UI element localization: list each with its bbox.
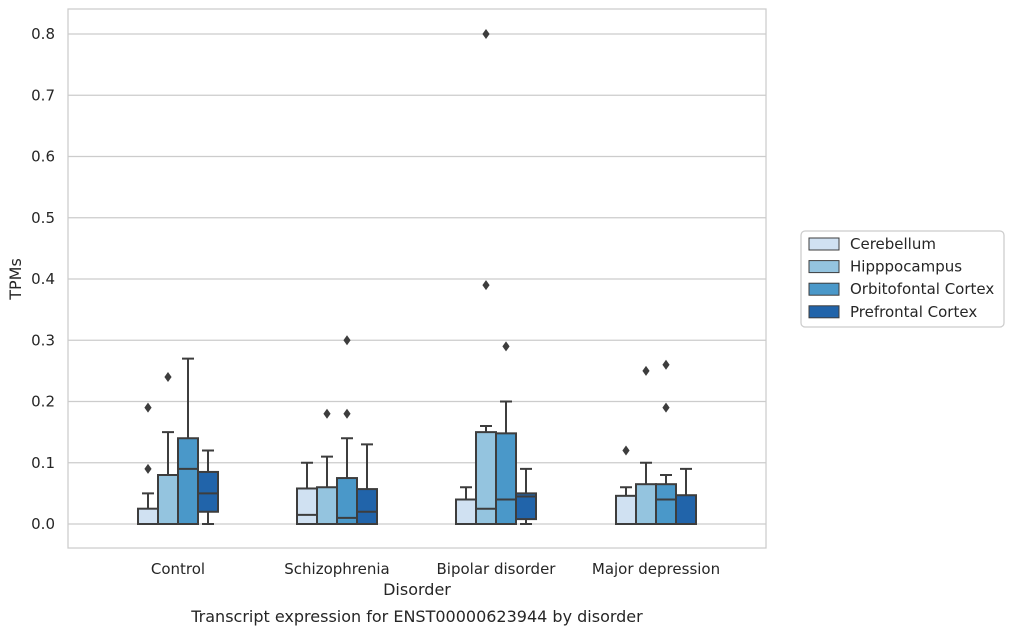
box-0-2 xyxy=(177,357,199,525)
box-body xyxy=(495,432,517,526)
box-1-2 xyxy=(336,335,358,525)
x-tick-labels: Control Schizophrenia Bipolar disorder Majo… xyxy=(151,560,720,578)
box-series xyxy=(137,29,697,526)
legend-swatch xyxy=(808,282,840,296)
outlier-point xyxy=(662,359,670,370)
box-body xyxy=(615,494,637,526)
box-3-3 xyxy=(675,467,697,525)
box-body xyxy=(655,483,677,525)
box-3-1 xyxy=(635,365,657,525)
y-tick-label: 0.3 xyxy=(31,331,55,349)
legend: Cerebellum Hipppocampus Orbitofontal Corte… xyxy=(800,230,1005,328)
box-0-0 xyxy=(137,402,159,525)
y-tick-label: 0.6 xyxy=(31,148,55,166)
box-body xyxy=(157,474,179,525)
box-body xyxy=(635,483,657,525)
y-axis-title: TPMs xyxy=(6,258,25,301)
outlier-point xyxy=(642,365,650,376)
y-tick-label: 0.1 xyxy=(31,454,55,472)
box-body xyxy=(296,487,318,526)
outlier-point xyxy=(323,408,331,419)
box-2-3 xyxy=(515,467,537,525)
y-tick-label: 0.4 xyxy=(31,270,55,288)
box-2-0 xyxy=(455,486,477,525)
box-1-1 xyxy=(316,408,338,525)
y-tick-label: 0.5 xyxy=(31,209,55,227)
outlier-point xyxy=(343,408,351,419)
x-tick-label: Bipolar disorder xyxy=(437,560,557,578)
legend-frame xyxy=(800,230,1005,328)
outlier-point xyxy=(144,402,152,413)
box-3-0 xyxy=(615,445,637,526)
outlier-point xyxy=(343,335,351,346)
box-2-2 xyxy=(495,341,517,526)
box-body xyxy=(455,498,477,525)
y-tick-label: 0.2 xyxy=(31,393,55,411)
x-axis-title: Disorder xyxy=(383,580,451,599)
y-tick-label: 0.7 xyxy=(31,86,55,104)
outlier-point xyxy=(482,280,490,291)
legend-swatch xyxy=(808,237,840,251)
x-tick-label: Schizophrenia xyxy=(284,560,389,578)
outlier-point xyxy=(662,402,670,413)
outlier-point xyxy=(622,445,630,456)
x-tick-label: Control xyxy=(151,560,205,578)
box-0-3 xyxy=(197,449,219,525)
box-body xyxy=(675,494,697,525)
outlier-point xyxy=(164,372,172,382)
y-tick-label: 0.0 xyxy=(31,515,55,533)
outlier-point xyxy=(502,341,510,352)
box-body xyxy=(177,437,199,525)
grid-lines xyxy=(68,33,766,525)
chart-caption: Transcript expression for ENST0000062394… xyxy=(190,607,643,626)
legend-swatch xyxy=(808,305,840,319)
box-body xyxy=(356,488,378,525)
legend-swatch xyxy=(808,260,840,274)
box-body xyxy=(475,431,497,525)
legend-label: Cerebellum xyxy=(850,235,936,253)
legend-label: Orbitofontal Cortex xyxy=(850,280,994,298)
box-3-2 xyxy=(655,359,677,525)
plot-area xyxy=(67,8,767,549)
legend-label: Prefrontal Cortex xyxy=(850,303,977,321)
box-0-1 xyxy=(157,372,179,525)
x-tick-label: Major depression xyxy=(592,560,720,578)
box-1-3 xyxy=(356,443,378,525)
box-body xyxy=(197,470,219,513)
box-2-1 xyxy=(475,29,497,525)
y-tick-label: 0.8 xyxy=(31,25,55,43)
box-body xyxy=(316,486,338,525)
outlier-point xyxy=(482,29,490,39)
outlier-point xyxy=(144,463,152,474)
box-body xyxy=(137,507,159,525)
box-1-0 xyxy=(296,461,318,526)
legend-label: Hipppocampus xyxy=(850,258,962,276)
box-body xyxy=(515,492,537,521)
y-tick-labels: 0.0 0.1 0.2 0.3 0.4 0.5 0.6 0.7 0.8 xyxy=(31,25,55,533)
